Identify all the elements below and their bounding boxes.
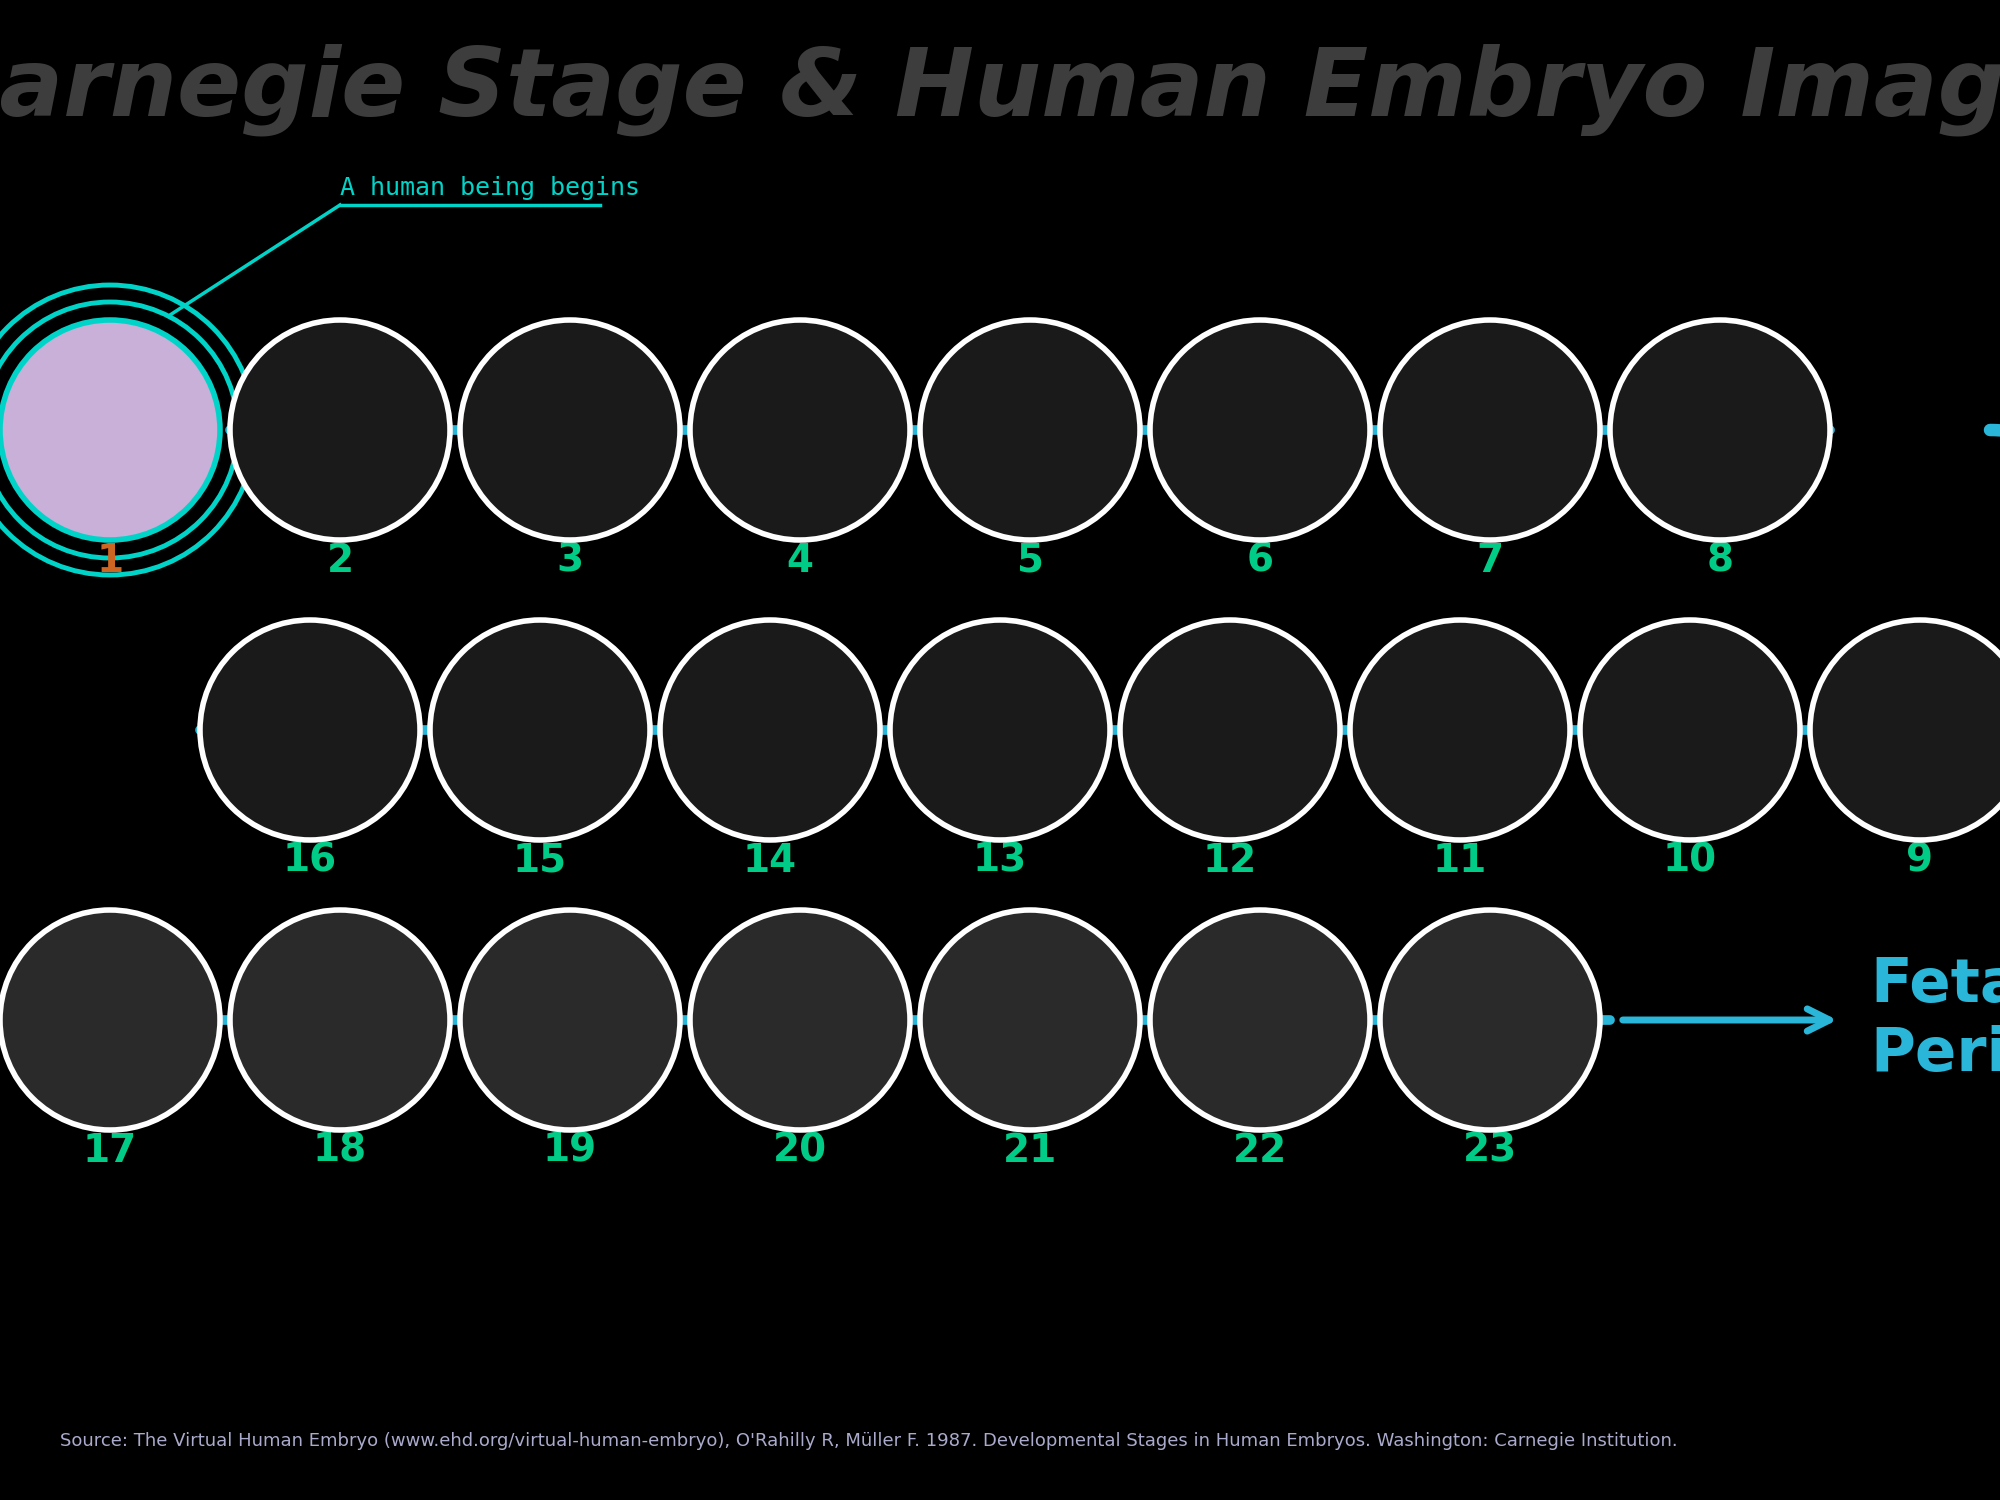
Text: Source: The Virtual Human Embryo (www.ehd.org/virtual-human-embryo), O'Rahilly R: Source: The Virtual Human Embryo (www.eh… [60, 1432, 1678, 1450]
Text: 10: 10 [1662, 842, 1718, 880]
Text: 20: 20 [772, 1132, 828, 1170]
Circle shape [1120, 620, 1340, 840]
Text: 19: 19 [542, 1132, 598, 1170]
Circle shape [1610, 320, 1830, 540]
Circle shape [1150, 910, 1370, 1130]
Text: 13: 13 [972, 842, 1028, 880]
Text: 8: 8 [1706, 542, 1734, 580]
Circle shape [230, 910, 450, 1130]
Text: 11: 11 [1432, 842, 1488, 880]
Circle shape [1380, 320, 1600, 540]
Circle shape [460, 320, 680, 540]
Text: 21: 21 [1002, 1132, 1058, 1170]
Circle shape [1150, 320, 1370, 540]
Text: 17: 17 [82, 1132, 138, 1170]
Circle shape [200, 620, 420, 840]
Circle shape [1810, 620, 2000, 840]
Circle shape [660, 620, 880, 840]
Text: 14: 14 [742, 842, 798, 880]
Text: 12: 12 [1202, 842, 1258, 880]
Circle shape [1380, 910, 1600, 1130]
Circle shape [1580, 620, 1800, 840]
Text: 4: 4 [786, 542, 814, 580]
Text: A human being begins: A human being begins [340, 176, 640, 200]
Text: 5: 5 [1016, 542, 1044, 580]
Text: 22: 22 [1232, 1132, 1288, 1170]
Circle shape [0, 320, 220, 540]
Text: Carnegie Stage & Human Embryo Image: Carnegie Stage & Human Embryo Image [0, 44, 2000, 136]
Text: 1: 1 [96, 542, 124, 580]
Circle shape [690, 910, 910, 1130]
Text: 9: 9 [1906, 842, 1934, 880]
Circle shape [430, 620, 650, 840]
Text: 6: 6 [1246, 542, 1274, 580]
Text: 3: 3 [556, 542, 584, 580]
Circle shape [1350, 620, 1570, 840]
Text: 15: 15 [512, 842, 568, 880]
Text: 23: 23 [1462, 1132, 1518, 1170]
Text: 16: 16 [282, 842, 338, 880]
Text: 7: 7 [1476, 542, 1504, 580]
Text: 18: 18 [312, 1132, 368, 1170]
Circle shape [690, 320, 910, 540]
Circle shape [0, 910, 220, 1130]
Text: 2: 2 [326, 542, 354, 580]
Circle shape [920, 320, 1140, 540]
Circle shape [890, 620, 1110, 840]
Circle shape [920, 910, 1140, 1130]
Text: Fetal
Period: Fetal Period [1870, 957, 2000, 1083]
Circle shape [230, 320, 450, 540]
Circle shape [460, 910, 680, 1130]
